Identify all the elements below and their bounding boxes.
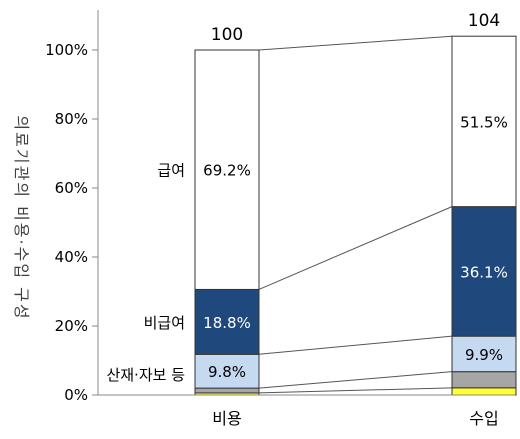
x-tick-label: 수입: [469, 409, 498, 428]
y-tick-label: 80%: [55, 110, 88, 128]
data-label: 51.5%: [460, 113, 508, 131]
bar-segment: [451, 35, 517, 208]
data-label: 9.9%: [465, 346, 503, 364]
data-label: 9.8%: [208, 363, 246, 381]
series-name-label: 급여: [157, 162, 185, 180]
bar-segment: [451, 371, 517, 389]
y-tick-label: 20%: [55, 317, 88, 335]
connector-line: [258, 35, 453, 51]
bars: [194, 35, 517, 396]
bar-total-label: 104: [468, 11, 500, 31]
series-name-label: 비급여: [144, 314, 185, 332]
y-tick-label: 0%: [64, 386, 88, 404]
axes: [92, 10, 515, 396]
y-axis-label: 의료기관의 비용·수입 구성: [12, 115, 31, 320]
connector-line: [258, 335, 453, 355]
bar-segment: [451, 387, 517, 396]
connector-line: [258, 206, 453, 290]
x-tick-label: 비용: [212, 409, 241, 428]
labels: 0% 20% 40% 60% 80% 100% 9.8% 9.9% 산재·자보 등 18.8% 36…: [45, 11, 508, 428]
bar-segment: [451, 206, 517, 337]
bar-segment: [194, 49, 260, 290]
data-label: 69.2%: [203, 162, 251, 180]
y-tick-label: 100%: [45, 41, 88, 59]
bar-segment: [194, 288, 260, 355]
y-tick-label: 60%: [55, 179, 88, 197]
y-tick-label: 40%: [55, 248, 88, 266]
data-label: 36.1%: [460, 263, 508, 281]
bar-segment: [451, 335, 517, 373]
bar-segment: [194, 353, 260, 389]
bar-segment: [194, 387, 260, 394]
data-label: 18.8%: [203, 314, 251, 332]
connector-line: [258, 387, 453, 394]
connector-line: [258, 371, 453, 389]
bar-total-label: 100: [211, 25, 243, 45]
connector-lines: [258, 35, 453, 394]
series-name-label: 산재·자보 등: [106, 366, 185, 384]
